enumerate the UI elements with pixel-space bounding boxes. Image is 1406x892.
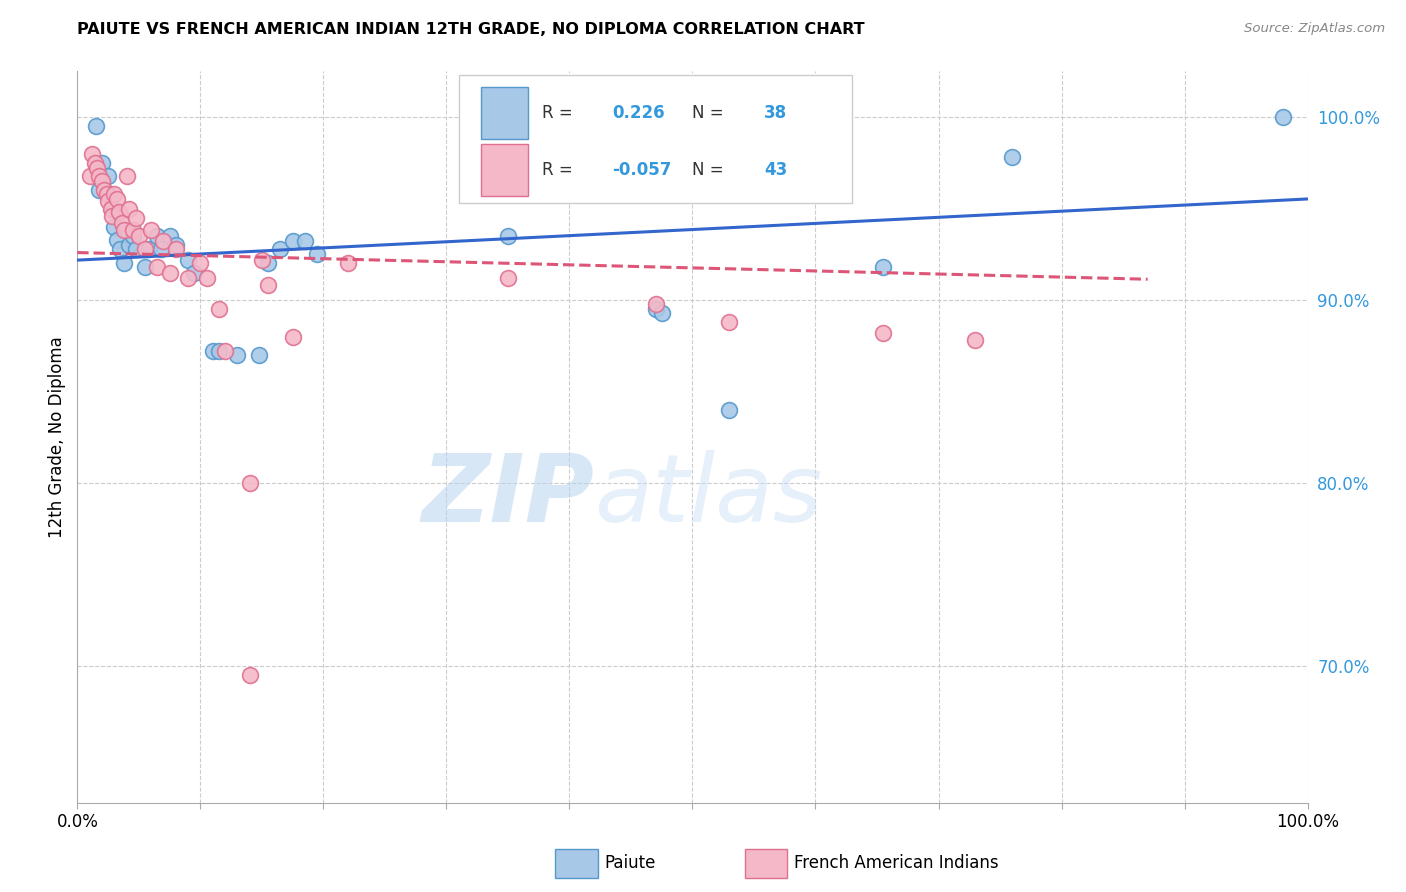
Point [188,256,212,270]
Point [307,247,329,261]
Point [125,211,148,225]
Point [90,174,114,188]
Point [103,219,125,234]
Text: Paiute: Paiute [605,855,657,872]
Point [146,260,169,274]
Point [84,119,107,133]
Point [239,475,262,490]
Point [112,223,135,237]
Point [97,194,120,209]
Text: R =: R = [543,104,578,122]
Point [100,202,122,216]
Text: atlas: atlas [595,450,823,541]
Point [101,202,124,216]
Text: 0.226: 0.226 [613,104,665,122]
Point [177,252,200,267]
Point [134,242,156,256]
Point [177,271,200,285]
Point [208,344,231,359]
Point [195,271,218,285]
Point [93,183,115,197]
Point [86,161,108,176]
Point [96,186,118,201]
Point [89,183,111,197]
Point [239,667,262,681]
Point [496,271,519,285]
Point [159,265,181,279]
Text: N =: N = [693,104,730,122]
Text: ZIP: ZIP [422,450,595,541]
Point [97,186,120,201]
Point [257,256,280,270]
Text: PAIUTE VS FRENCH AMERICAN INDIAN 12TH GRADE, NO DIPLOMA CORRELATION CHART: PAIUTE VS FRENCH AMERICAN INDIAN 12TH GR… [77,22,865,37]
Point [208,301,231,316]
Point [718,402,741,417]
Point [281,235,304,249]
Point [105,233,128,247]
Point [269,242,291,256]
Point [201,344,224,359]
Point [872,260,894,274]
Point [128,228,150,243]
Point [281,329,304,343]
Point [718,315,741,329]
Point [644,296,666,310]
Point [118,238,141,252]
Point [226,348,249,362]
Text: French American Indians: French American Indians [794,855,1000,872]
Point [214,344,236,359]
Point [1001,150,1024,164]
Point [249,348,271,362]
Point [90,155,114,169]
Point [146,228,169,243]
Point [134,260,156,274]
Point [112,256,135,270]
Point [644,301,666,316]
Point [111,216,132,230]
Text: 38: 38 [763,104,787,122]
Point [965,333,987,347]
Point [103,186,125,201]
Point [121,228,143,243]
Text: 43: 43 [763,161,787,179]
Point [101,209,124,223]
Point [337,256,360,270]
Point [152,235,174,249]
Bar [481,144,527,196]
Text: N =: N = [693,161,730,179]
Point [165,242,187,256]
Text: -0.057: -0.057 [613,161,672,179]
Point [82,146,104,161]
Point [79,169,101,183]
Point [89,169,111,183]
Point [165,238,187,252]
Bar [481,87,527,139]
Point [496,228,519,243]
Point [121,223,143,237]
Point [108,205,131,219]
Point [105,192,128,206]
Point [651,306,673,320]
Text: R =: R = [543,161,578,179]
Point [97,169,120,183]
Point [110,242,132,256]
Point [150,242,173,256]
Point [138,242,160,256]
Point [872,326,894,340]
Point [115,223,138,237]
Text: Source: ZipAtlas.com: Source: ZipAtlas.com [1244,22,1385,36]
Point [294,235,316,249]
Point [159,228,181,243]
Point [125,242,148,256]
Point [257,278,280,293]
Point [183,265,205,279]
Point [250,252,273,267]
Point [83,155,105,169]
FancyBboxPatch shape [458,75,852,203]
Y-axis label: 12th Grade, No Diploma: 12th Grade, No Diploma [48,336,66,538]
Point [141,223,163,237]
Point [1272,110,1295,124]
Point [118,202,141,216]
Point [115,169,138,183]
